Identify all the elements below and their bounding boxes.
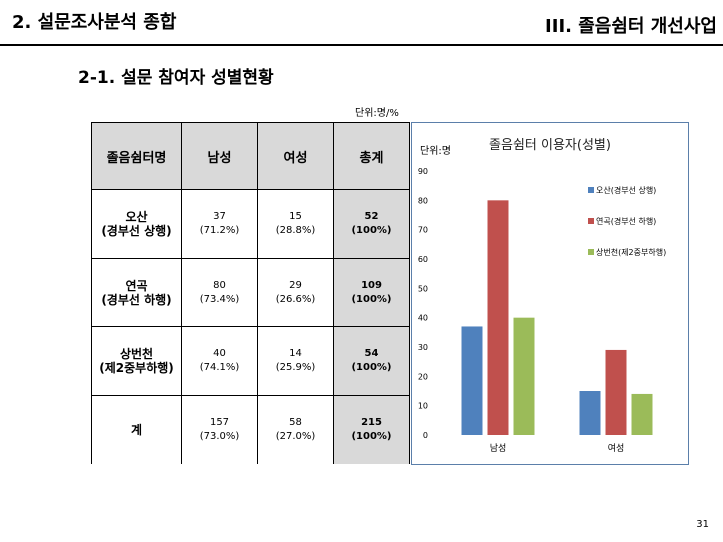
female-cell: 15 (28.8%)	[257, 189, 334, 259]
shelter-route: (경부선 하행)	[101, 292, 172, 307]
bar-남성-1	[487, 200, 509, 435]
shelter-route: (제2중부하행)	[99, 361, 174, 376]
table-header-row: 졸음쉼터명 남성 여성 총계	[91, 121, 410, 191]
total-count: 215	[361, 416, 382, 428]
male-percent: (73.4%)	[199, 293, 240, 305]
bar-여성-1	[605, 349, 627, 435]
bar-여성-0	[579, 391, 601, 435]
header-shelter-name: 졸음쉼터명	[91, 121, 182, 191]
table-row: 연곡 (경부선 하행) 80 (73.4%) 29 (26.6%) 109 (1…	[91, 257, 410, 328]
total-count: 52	[364, 211, 379, 223]
section-title: 2. 설문조사분석 종합	[12, 12, 177, 33]
y-tick-label: 20	[418, 372, 428, 381]
legend-swatch	[588, 187, 594, 193]
bar-여성-2	[631, 393, 653, 435]
legend-swatch	[588, 218, 594, 224]
total-count: 54	[364, 348, 379, 360]
shelter-name-cell: 오산 (경부선 상행)	[91, 189, 182, 259]
shelter-name: 연곡	[125, 278, 148, 293]
legend-swatch	[588, 249, 594, 255]
chart-title: 졸음쉼터 이용자(성별)	[489, 138, 611, 153]
male-percent: (73.0%)	[199, 430, 240, 442]
total-percent: (100%)	[351, 225, 392, 237]
total-cell: 215 (100%)	[333, 394, 410, 464]
female-percent: (26.6%)	[275, 293, 316, 305]
table-total-row: 계 157 (73.0%) 58 (27.0%) 215 (100%)	[91, 394, 410, 464]
header-divider	[0, 44, 723, 46]
total-percent: (100%)	[351, 293, 392, 305]
male-count: 157	[209, 416, 230, 428]
female-percent: (28.8%)	[275, 225, 316, 237]
legend-entry: 상번천(제2중부하행)	[596, 247, 666, 257]
male-cell: 80 (73.4%)	[181, 257, 258, 328]
female-percent: (27.0%)	[275, 430, 316, 442]
y-tick-label: 0	[423, 431, 428, 440]
male-count: 40	[213, 348, 226, 360]
table-row: 오산 (경부선 상행) 37 (71.2%) 15 (28.8%) 52 (10…	[91, 189, 410, 259]
chart-unit-label: 단위:명	[420, 144, 451, 157]
x-tick-label: 여성	[608, 442, 625, 454]
header-total: 총계	[333, 121, 410, 191]
y-tick-label: 70	[418, 226, 428, 235]
male-percent: (74.1%)	[199, 362, 240, 374]
female-cell: 14 (25.9%)	[257, 326, 334, 396]
page-subtitle: 2-1. 설문 참여자 성별현황	[78, 68, 274, 88]
male-percent: (71.2%)	[199, 225, 240, 237]
male-cell: 157 (73.0%)	[181, 394, 258, 464]
total-cell: 52 (100%)	[333, 189, 410, 259]
y-tick-label: 40	[418, 314, 428, 323]
shelter-name-cell: 계	[91, 394, 182, 464]
chapter-title: III. 졸음쉼터 개선사업	[545, 16, 717, 37]
male-cell: 37 (71.2%)	[181, 189, 258, 259]
legend-entry: 연곡(경부선 하행)	[596, 216, 656, 226]
total-percent: (100%)	[351, 430, 392, 442]
total-count: 109	[361, 279, 382, 291]
page-number: 31	[696, 519, 709, 530]
female-count: 15	[289, 211, 302, 223]
bar-남성-0	[461, 326, 483, 435]
male-count: 37	[213, 211, 226, 223]
male-cell: 40 (74.1%)	[181, 326, 258, 396]
header-male: 남성	[181, 121, 258, 191]
survey-table: 졸음쉼터명 남성 여성 총계 오산 (경부선 상행) 37 (71.2%) 15…	[91, 121, 410, 464]
table-unit-label: 단위:명/%	[355, 108, 399, 119]
y-tick-label: 50	[418, 284, 428, 293]
shelter-name: 계	[130, 422, 143, 437]
y-tick-label: 90	[418, 167, 428, 176]
shelter-name-cell: 상번천 (제2중부하행)	[91, 326, 182, 396]
male-count: 80	[213, 279, 226, 291]
chart-canvas: 졸음쉼터 이용자(성별) 단위:명 0 10 20 30 40 50 60 70 80 90 남성 여성 오…	[418, 138, 666, 454]
shelter-name: 오산	[125, 210, 148, 225]
female-cell: 29 (26.6%)	[257, 257, 334, 328]
table-row: 상번천 (제2중부하행) 40 (74.1%) 14 (25.9%) 54 (1…	[91, 326, 410, 396]
female-count: 29	[289, 279, 302, 291]
shelter-name: 상번천	[119, 347, 154, 362]
gender-bar-chart: 졸음쉼터 이용자(성별) 단위:명 0 10 20 30 40 50 60 70 80 90 남성 여성 오…	[411, 122, 689, 465]
female-count: 14	[289, 348, 302, 360]
total-cell: 54 (100%)	[333, 326, 410, 396]
y-tick-label: 30	[418, 343, 428, 352]
total-percent: (100%)	[351, 362, 392, 374]
bar-남성-2	[513, 317, 535, 435]
y-tick-label: 10	[418, 402, 428, 411]
female-cell: 58 (27.0%)	[257, 394, 334, 464]
y-tick-label: 60	[418, 255, 428, 264]
header-female: 여성	[257, 121, 334, 191]
female-percent: (25.9%)	[275, 362, 316, 374]
legend-entry: 오산(경부선 상행)	[596, 185, 656, 195]
shelter-route: (경부선 상행)	[101, 224, 172, 239]
female-count: 58	[289, 416, 302, 428]
shelter-name-cell: 연곡 (경부선 하행)	[91, 257, 182, 328]
total-cell: 109 (100%)	[333, 257, 410, 328]
x-tick-label: 남성	[490, 443, 507, 454]
y-tick-label: 80	[418, 196, 428, 205]
